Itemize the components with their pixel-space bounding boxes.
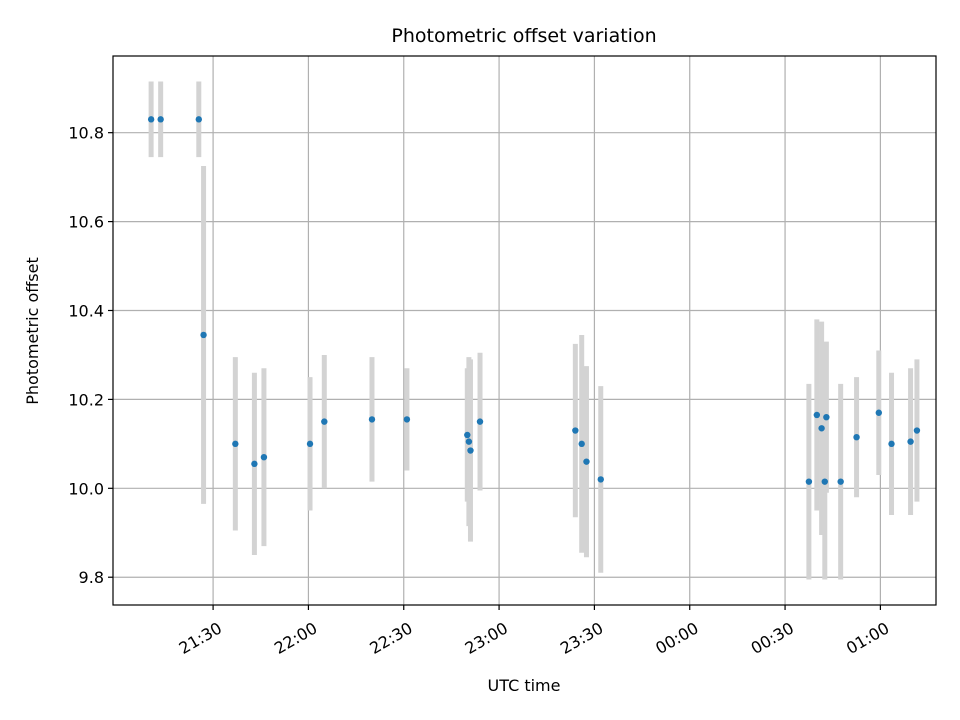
y-tick-label: 10.4 (68, 301, 104, 320)
chart-title: Photometric offset variation (391, 25, 656, 47)
data-points (147, 116, 921, 485)
data-point (403, 416, 411, 423)
data-point (232, 440, 239, 448)
data-point (467, 447, 474, 454)
grid-lines (113, 56, 936, 605)
data-point (888, 440, 895, 448)
y-axis-ticks: 9.8 10.0 10.2 10.4 10.6 10.8 (68, 124, 113, 587)
data-point (157, 116, 164, 123)
data-point (818, 425, 825, 432)
plot-frame (112, 55, 937, 606)
data-point (465, 438, 473, 445)
data-point (821, 478, 828, 485)
data-point (837, 478, 844, 485)
plot-area (113, 56, 936, 605)
y-tick-label: 10.6 (68, 213, 104, 232)
data-point (853, 433, 860, 441)
data-point (805, 478, 813, 485)
data-point (464, 431, 471, 439)
data-point (368, 416, 376, 423)
x-axis-label: UTC time (488, 676, 561, 695)
data-point (147, 116, 155, 123)
y-tick-label: 10.2 (68, 390, 104, 409)
y-tick-label: 10.8 (68, 124, 104, 143)
data-point (907, 438, 914, 445)
data-point (875, 409, 883, 416)
data-point (823, 413, 830, 421)
data-point (321, 418, 328, 425)
data-point (813, 411, 821, 419)
y-axis-label: Photometric offset (23, 257, 42, 405)
data-point (200, 331, 207, 339)
data-point (913, 427, 921, 434)
data-point (597, 476, 604, 483)
data-point (251, 460, 258, 468)
y-tick-label: 10.0 (68, 479, 104, 498)
data-point (578, 440, 585, 448)
data-point (476, 418, 484, 425)
y-tick-label: 9.8 (79, 568, 104, 587)
data-point (306, 440, 314, 448)
data-point (260, 453, 268, 461)
data-point (583, 458, 590, 465)
data-point (572, 427, 579, 434)
data-point (195, 116, 202, 123)
